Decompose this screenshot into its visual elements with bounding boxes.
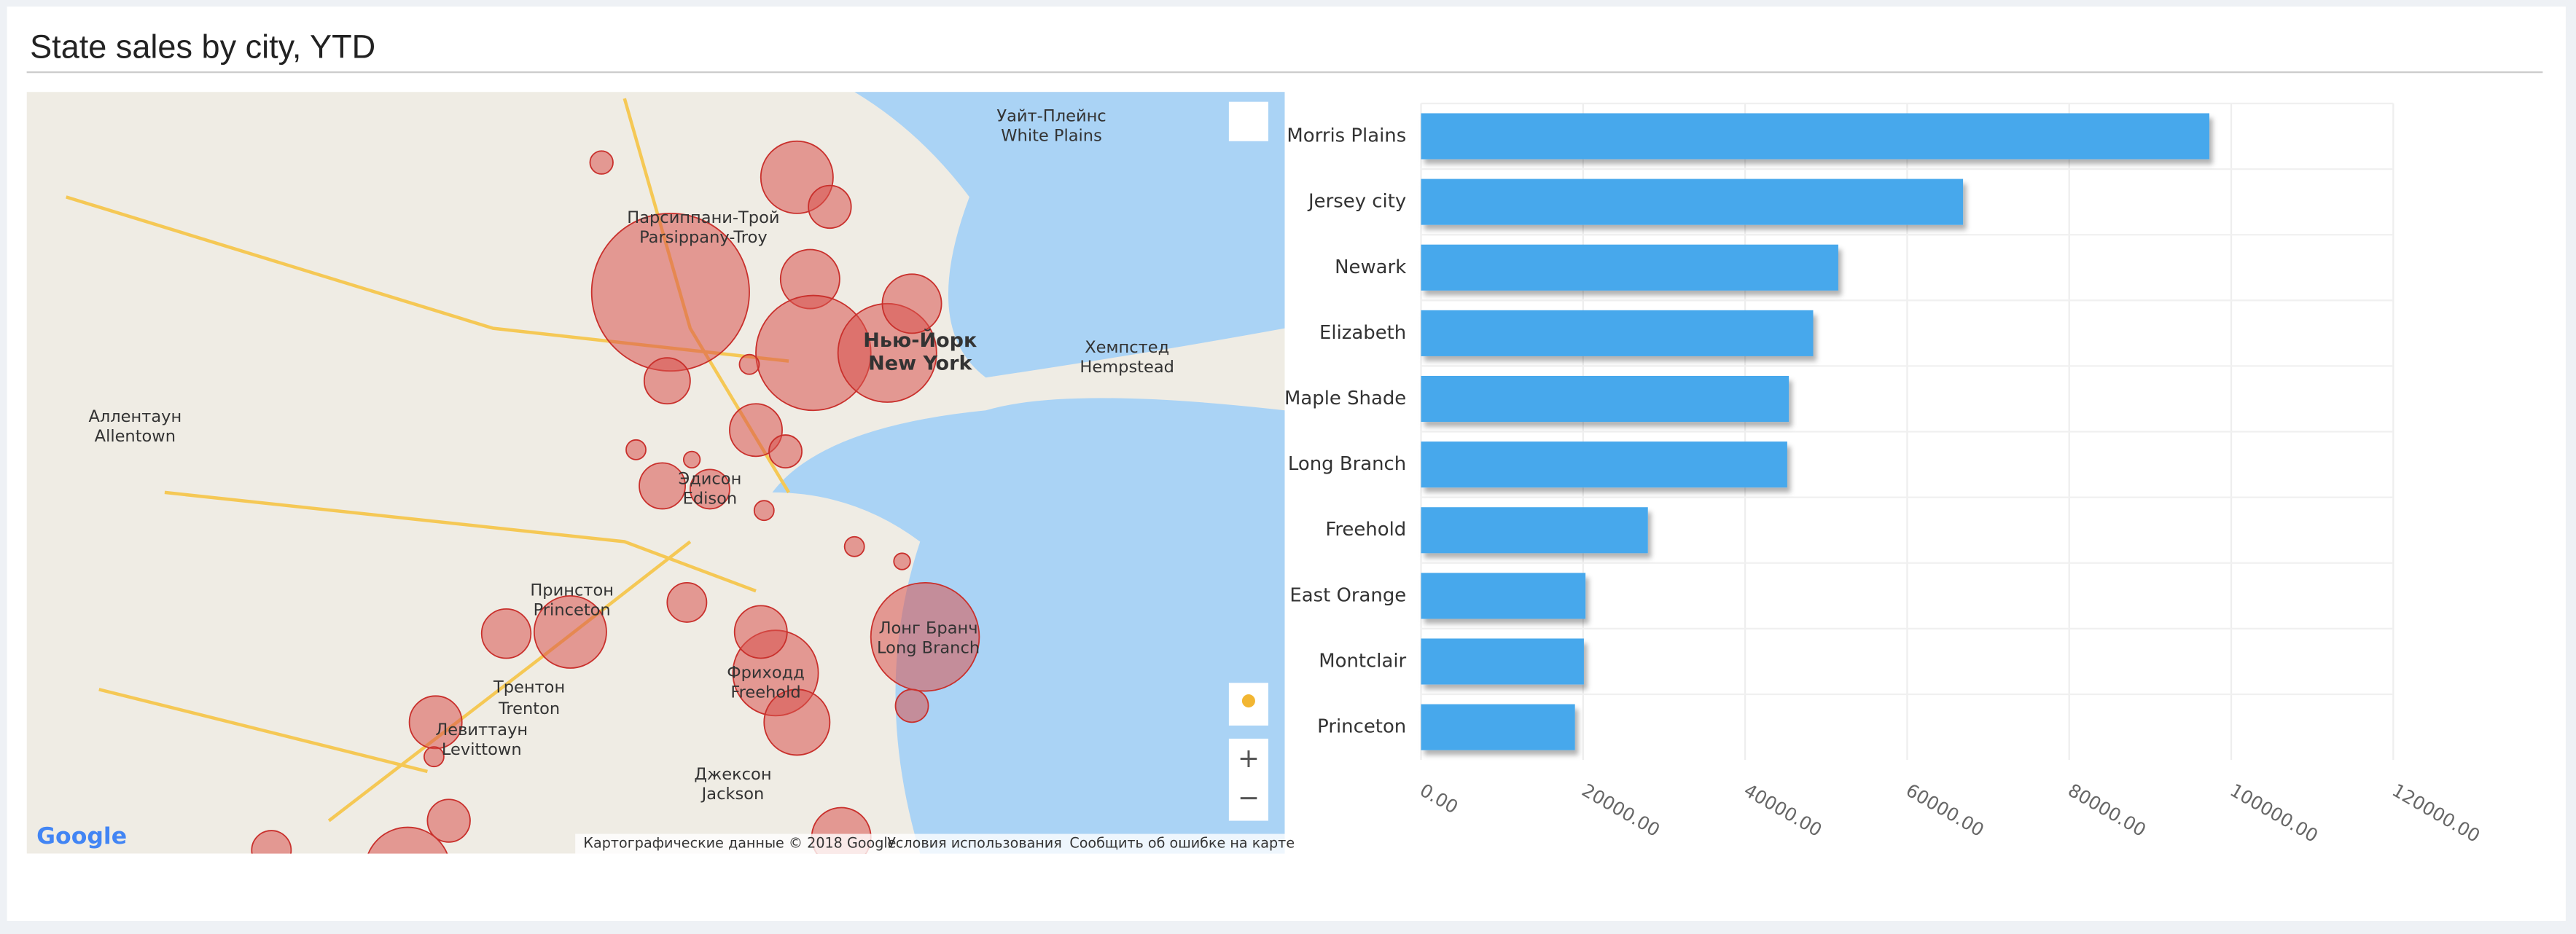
map-attribution: Сообщить об ошибке на карте xyxy=(1069,835,1295,852)
bar xyxy=(1421,310,1814,356)
y-tick-label: Elizabeth xyxy=(1319,322,1406,344)
map-bubble xyxy=(733,605,788,659)
map-attribution: Условия использования xyxy=(887,835,1062,852)
map-label: Трентон xyxy=(493,678,565,697)
map-label: Edison xyxy=(683,489,738,508)
y-tick-label: Jersey city xyxy=(1307,191,1406,213)
map-bubble xyxy=(808,184,852,229)
map-bubble xyxy=(881,273,942,334)
map-label: Хемпстед xyxy=(1085,338,1169,357)
y-tick-label: Montclair xyxy=(1319,650,1406,672)
map-bubble xyxy=(423,746,445,768)
map-label: Hempstead xyxy=(1080,358,1174,377)
zoom-control xyxy=(1228,738,1268,821)
pegman xyxy=(1241,694,1255,708)
map-bubble xyxy=(870,581,980,692)
map-bubble xyxy=(639,462,687,510)
y-tick-label: East Orange xyxy=(1289,584,1406,606)
map-bubble xyxy=(768,434,803,469)
y-tick-label: Freehold xyxy=(1325,519,1406,541)
map-label: Фриходд xyxy=(727,663,805,682)
map-bubble xyxy=(763,688,831,756)
map-label: Аллентаун xyxy=(88,407,182,426)
map-label: New York xyxy=(868,353,972,375)
map-bubble xyxy=(689,468,730,510)
map-label: Уайт-Плейнс xyxy=(996,106,1106,125)
map-bubble xyxy=(682,450,701,469)
map-bubble xyxy=(894,688,929,723)
map-bubble xyxy=(625,439,647,460)
map-label: Jackson xyxy=(700,785,765,804)
bar xyxy=(1421,178,1964,225)
map-label: Allentown xyxy=(95,427,176,446)
bar xyxy=(1421,442,1787,488)
map-bubble xyxy=(738,353,760,375)
map-label: Long Branch xyxy=(877,638,980,657)
y-tick-label: Long Branch xyxy=(1288,453,1406,475)
map-label: Нью-Йорк xyxy=(863,329,977,352)
bar xyxy=(1421,507,1648,554)
map-label: White Plains xyxy=(1001,127,1102,146)
map-attribution: Картографические данные © 2018 Google xyxy=(583,835,896,852)
map-bubble xyxy=(666,581,708,623)
map-bubble xyxy=(893,552,911,570)
google-logo: Google xyxy=(36,823,127,849)
map-label: Parsippany-Troy xyxy=(639,228,768,247)
map-label: Парсиппани-Трой xyxy=(627,208,779,227)
bar xyxy=(1421,113,2210,160)
map-roads xyxy=(66,98,790,823)
panel-title: State sales by city, YTD xyxy=(30,28,375,65)
map-bubble xyxy=(643,357,691,405)
y-tick-label: Morris Plains xyxy=(1287,125,1406,147)
y-tick-label: Princeton xyxy=(1317,716,1406,738)
map-bubble xyxy=(480,608,532,659)
map-bubble xyxy=(251,830,292,854)
fullscreen-button[interactable] xyxy=(1228,101,1268,141)
bar xyxy=(1421,573,1586,619)
map-label: Лонг Бранч xyxy=(879,619,978,637)
bar xyxy=(1421,638,1584,685)
y-tick-label: Newark xyxy=(1335,256,1406,278)
map-bubble xyxy=(753,500,775,522)
map-label: Freehold xyxy=(730,683,800,702)
map-label: Levittown xyxy=(442,740,522,759)
map-bubble xyxy=(589,150,614,175)
map-bubble xyxy=(729,403,783,458)
map-label: Принстон xyxy=(530,581,614,600)
bar xyxy=(1421,704,1575,750)
zoom-in[interactable]: + xyxy=(1238,744,1260,774)
map-bubble xyxy=(426,798,471,843)
map-bubble xyxy=(533,594,607,669)
zoom-out[interactable]: − xyxy=(1238,783,1260,813)
attribution-bar xyxy=(575,833,1285,854)
bar xyxy=(1421,244,1838,291)
y-tick-label: Maple Shade xyxy=(1284,388,1406,409)
map-label: Trenton xyxy=(498,699,560,718)
map-label: Левиттаун xyxy=(435,721,528,739)
map-label: Princeton xyxy=(534,601,611,620)
map-label: Джексон xyxy=(694,765,771,784)
bar xyxy=(1421,375,1789,423)
map-label: Эдисон xyxy=(679,469,742,488)
map-bubble xyxy=(367,826,448,854)
map-bubble xyxy=(843,535,865,557)
